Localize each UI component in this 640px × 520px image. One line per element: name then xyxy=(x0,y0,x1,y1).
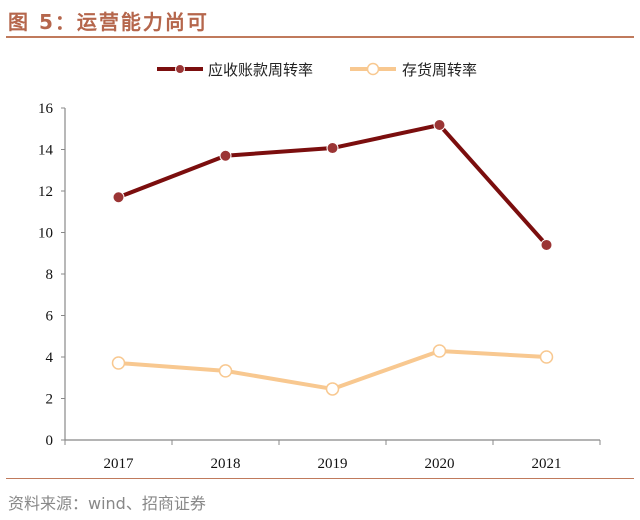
legend-item-0: 应收账款周转率 xyxy=(157,61,313,79)
y-tick-label: 8 xyxy=(46,267,54,283)
legend-item-1: 存货周转率 xyxy=(350,61,477,79)
x-tick-label: 2019 xyxy=(318,456,348,472)
figure-title: 图 5：运营能力尚可 xyxy=(8,10,209,34)
data-point xyxy=(540,238,553,251)
legend-label: 应收账款周转率 xyxy=(208,61,313,79)
data-point xyxy=(219,149,232,162)
data-point xyxy=(326,142,339,155)
source-note: 资料来源：wind、招商证券 xyxy=(8,494,206,513)
y-tick-label: 2 xyxy=(46,392,54,408)
x-tick-label: 2017 xyxy=(104,456,135,472)
data-point xyxy=(111,356,126,370)
y-tick-label: 4 xyxy=(46,350,54,366)
title-divider xyxy=(6,36,634,38)
data-point xyxy=(325,382,340,396)
legend-marker xyxy=(175,64,185,74)
x-tick-label: 2020 xyxy=(425,456,455,472)
y-tick-label: 16 xyxy=(38,101,54,117)
y-tick-label: 10 xyxy=(38,226,53,242)
data-point xyxy=(112,191,125,204)
y-tick-label: 0 xyxy=(46,433,54,449)
y-tick-label: 12 xyxy=(38,184,53,200)
data-point xyxy=(433,119,446,132)
x-tick-label: 2021 xyxy=(532,456,562,472)
data-point xyxy=(218,364,233,378)
data-point xyxy=(432,344,447,358)
y-tick-label: 6 xyxy=(46,309,54,325)
legend-marker xyxy=(366,62,380,76)
source-divider xyxy=(6,478,634,479)
legend-label: 存货周转率 xyxy=(402,61,477,79)
data-point xyxy=(539,350,554,364)
y-tick-label: 14 xyxy=(38,143,54,159)
x-tick-label: 2018 xyxy=(211,456,241,472)
